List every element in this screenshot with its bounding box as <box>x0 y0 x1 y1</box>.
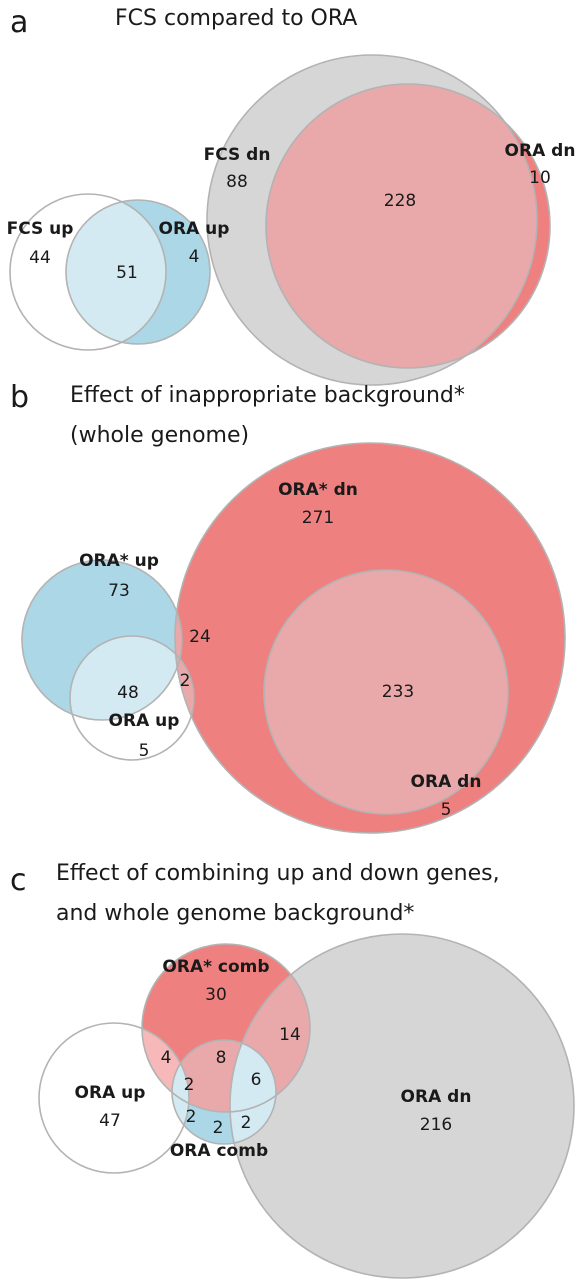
set-label-ora-dn: ORA dn <box>505 141 576 161</box>
region-count: 10 <box>529 168 551 188</box>
region-fcs-up-ora-up <box>66 200 166 344</box>
circle-outline <box>38 1022 190 1174</box>
circle-outline <box>21 559 183 721</box>
region-count: 14 <box>279 1025 301 1045</box>
circle-outline <box>265 83 551 369</box>
set-label-fcs-up: FCS up <box>7 219 74 239</box>
region-ora-star-comb-ora-up <box>142 1023 189 1112</box>
region-count: 2 <box>213 1118 224 1138</box>
region-ora-star-up-ora-up <box>70 636 182 720</box>
set-label-ora-up: ORA up <box>109 711 180 731</box>
set-label-ora-comb: ORA comb <box>170 1141 268 1161</box>
circle-outline <box>263 569 509 815</box>
region-count: 2 <box>186 1107 197 1127</box>
region-count: 6 <box>251 1070 262 1090</box>
region-count: 5 <box>139 741 150 761</box>
region-count: 233 <box>382 682 414 702</box>
set-circle-ora-dn <box>264 570 508 814</box>
set-circle-ora-dn <box>230 934 574 1278</box>
region-count: 228 <box>384 191 416 211</box>
circle-outline <box>9 193 167 351</box>
region-count: 88 <box>226 172 248 192</box>
region-count: 47 <box>99 1111 121 1131</box>
region-count: 216 <box>420 1115 452 1135</box>
circle-outline <box>174 442 566 834</box>
panel-title: FCS compared to ORA <box>115 6 357 31</box>
panel-title: Effect of combining up and down genes, <box>56 861 500 886</box>
set-label-ora-dn: ORA dn <box>401 1087 472 1107</box>
region-count: 4 <box>189 247 200 267</box>
set-label-fcs-dn: FCS dn <box>204 145 271 165</box>
set-label-ora-up: ORA up <box>75 1083 146 1103</box>
panel-title: (whole genome) <box>70 423 249 448</box>
set-label-ora-star-up: ORA* up <box>79 551 159 571</box>
panel-c: c Effect of combining up and down genes,… <box>10 861 575 1279</box>
circle-outline <box>141 943 311 1113</box>
region-count: 30 <box>205 985 227 1005</box>
set-label-ora-star-comb: ORA* comb <box>162 957 269 977</box>
panel-letter: a <box>10 5 28 40</box>
region-count: 271 <box>302 508 334 528</box>
region-count: 5 <box>441 800 452 820</box>
set-label-ora-up: ORA up <box>159 219 230 239</box>
set-label-ora-star-dn: ORA* dn <box>278 480 358 500</box>
circle-outline <box>229 933 575 1279</box>
panel-title: Effect of inappropriate background* <box>70 383 465 408</box>
circle-outline <box>69 635 195 761</box>
panel-title: and whole genome background* <box>56 901 414 926</box>
region-count: 24 <box>189 627 211 647</box>
region-count: 51 <box>116 263 138 283</box>
panel-letter: c <box>10 863 27 898</box>
region-count: 44 <box>29 248 51 268</box>
region-count: 2 <box>241 1113 252 1133</box>
panel-letter: b <box>10 380 29 415</box>
region-count: 4 <box>161 1048 172 1068</box>
region-count: 8 <box>216 1048 227 1068</box>
region-count: 73 <box>108 581 130 601</box>
circle-outline <box>65 199 211 345</box>
panel-b: b Effect of inappropriate background* (w… <box>10 380 566 834</box>
region-count: 48 <box>117 683 139 703</box>
panel-a: a FCS compared to ORA FCS up 44 51 ORA u… <box>7 5 576 386</box>
circle-outline <box>206 54 538 386</box>
region-count: 2 <box>180 671 191 691</box>
region-count: 2 <box>184 1075 195 1095</box>
set-label-ora-dn: ORA dn <box>411 772 482 792</box>
